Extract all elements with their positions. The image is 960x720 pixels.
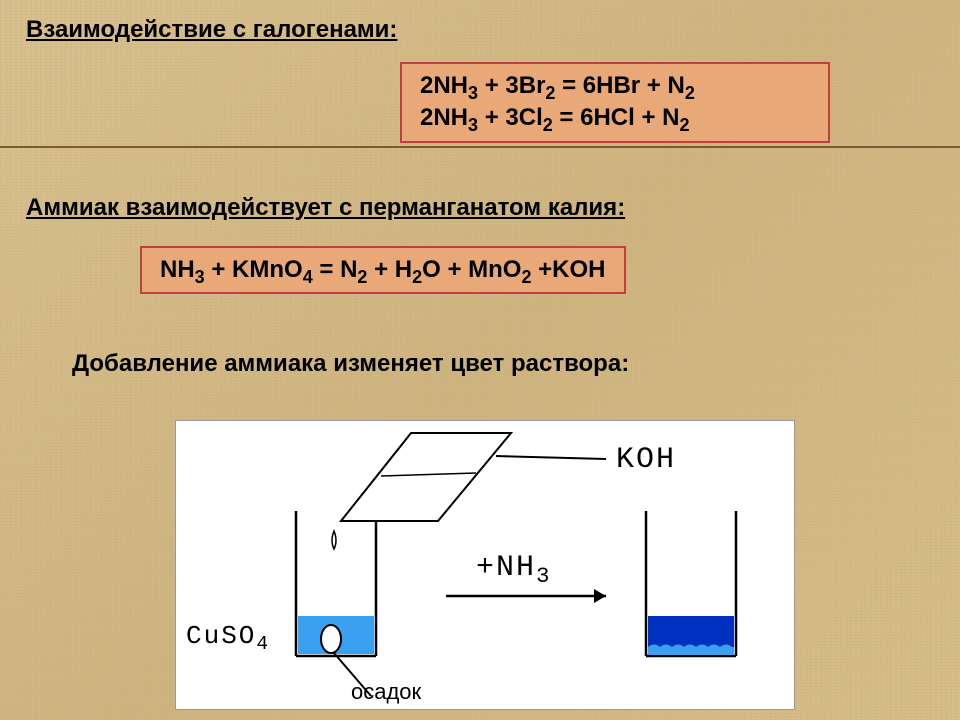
section2-equation-box: NH3 + KMnO4 = N2 + H2O + MnO2 +KOH	[140, 246, 626, 294]
reaction-diagram: CuSO4 KOH +NH3 осадок	[175, 420, 795, 710]
pouring-paper	[341, 433, 511, 521]
eq3-s3: 2	[357, 267, 367, 287]
section2-title: Аммиак взаимодействует с перманганатом к…	[26, 194, 625, 222]
precipitate-label: осадок	[351, 679, 421, 705]
right-beaker	[646, 511, 736, 656]
cuso4-sub: 4	[256, 633, 270, 655]
nh3-sub: 3	[536, 563, 552, 589]
eq3-t1: NH	[160, 256, 195, 283]
eq2: 2NH3 + 3Cl2 = 6HCl + N2	[420, 102, 810, 134]
section1-title: Взаимодействие с галогенами:	[26, 16, 397, 44]
nh3-text: +NH	[476, 551, 536, 585]
eq1-t2: + 3Br	[478, 72, 545, 99]
divider-1	[0, 146, 960, 148]
koh-pointer	[496, 456, 606, 459]
eq3-s4: 2	[412, 267, 422, 287]
eq1-t3: = 6HBr + N	[555, 72, 684, 99]
eq2-t2: + 3Cl	[478, 104, 543, 131]
eq2-t1: 2NH	[420, 104, 468, 131]
eq3-t4: + H	[367, 256, 412, 283]
eq2-t3: = 6HCl + N	[553, 104, 680, 131]
cuso4-text: CuSO	[186, 621, 256, 651]
eq3-s2: 4	[303, 267, 313, 287]
koh-label: KOH	[616, 443, 676, 477]
eq2-s2: 2	[543, 115, 553, 135]
eq1-s2: 2	[545, 83, 555, 103]
eq3-s5: 2	[521, 267, 531, 287]
left-compound-label: CuSO4	[186, 621, 270, 651]
eq3-t2: + KMnO	[205, 256, 303, 283]
eq1-s3: 2	[685, 83, 695, 103]
reaction-arrow	[446, 589, 606, 603]
section3-title: Добавление аммиака изменяет цвет раствор…	[72, 350, 629, 378]
eq1-s1: 3	[468, 83, 478, 103]
section1-equations-box: 2NH3 + 3Br2 = 6HBr + N2 2NH3 + 3Cl2 = 6H…	[400, 62, 830, 143]
eq2-s1: 3	[468, 115, 478, 135]
eq3: NH3 + KMnO4 = N2 + H2O + MnO2 +KOH	[160, 254, 606, 286]
eq1: 2NH3 + 3Br2 = 6HBr + N2	[420, 70, 810, 102]
eq3-s1: 3	[195, 267, 205, 287]
eq1-t1: 2NH	[420, 72, 468, 99]
arrow-label: +NH3	[476, 551, 552, 585]
eq2-s3: 2	[679, 115, 689, 135]
left-beaker	[296, 511, 376, 656]
eq3-t6: +KOH	[531, 256, 605, 283]
eq3-t3: = N	[313, 256, 358, 283]
eq3-t5: O + MnO	[422, 256, 521, 283]
